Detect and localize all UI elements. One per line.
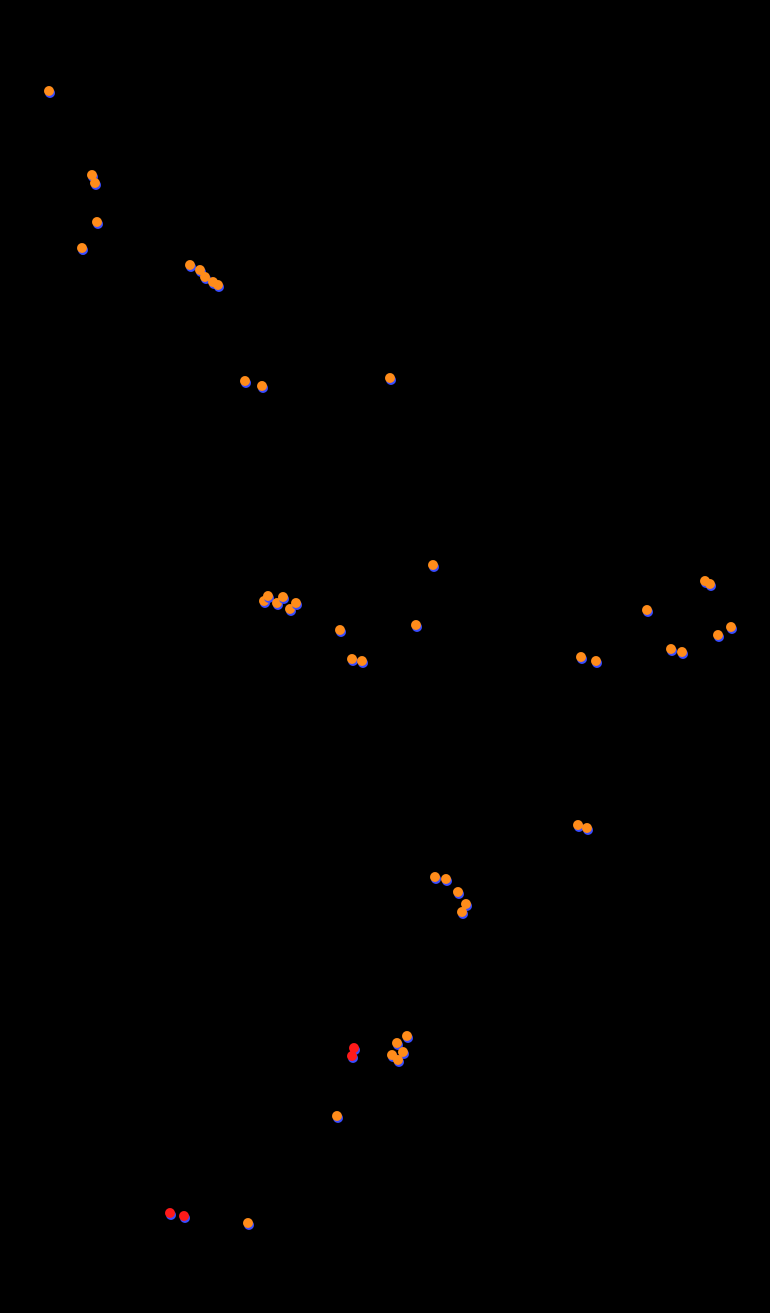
marker-overlay bbox=[291, 598, 301, 608]
marker-overlay bbox=[185, 260, 195, 270]
marker-overlay bbox=[278, 592, 288, 602]
marker-overlay bbox=[428, 560, 438, 570]
marker-overlay bbox=[385, 373, 395, 383]
marker-overlay bbox=[726, 622, 736, 632]
marker-overlay bbox=[591, 656, 601, 666]
marker-overlay bbox=[582, 823, 592, 833]
marker-overlay bbox=[677, 647, 687, 657]
scatter-plot bbox=[0, 0, 770, 1313]
marker-overlay bbox=[430, 872, 440, 882]
marker-overlay bbox=[457, 907, 467, 917]
marker-overlay bbox=[332, 1111, 342, 1121]
marker-overlay bbox=[240, 376, 250, 386]
marker-overlay bbox=[713, 630, 723, 640]
marker-overlay bbox=[393, 1055, 403, 1065]
marker-overlay bbox=[441, 874, 451, 884]
marker-overlay bbox=[576, 652, 586, 662]
marker-overlay bbox=[642, 605, 652, 615]
marker-overlay bbox=[666, 644, 676, 654]
marker-overlay bbox=[402, 1031, 412, 1041]
marker-overlay bbox=[347, 1051, 357, 1061]
marker-overlay bbox=[77, 243, 87, 253]
marker-overlay bbox=[411, 620, 421, 630]
marker-overlay bbox=[213, 280, 223, 290]
marker-overlay bbox=[347, 654, 357, 664]
marker-overlay bbox=[453, 887, 463, 897]
marker-overlay bbox=[243, 1218, 253, 1228]
marker-overlay bbox=[335, 625, 345, 635]
marker-overlay bbox=[263, 591, 273, 601]
marker-overlay bbox=[179, 1211, 189, 1221]
marker-overlay bbox=[257, 381, 267, 391]
marker-overlay bbox=[90, 178, 100, 188]
marker-overlay bbox=[165, 1208, 175, 1218]
marker-overlay bbox=[92, 217, 102, 227]
marker-overlay bbox=[705, 579, 715, 589]
marker-overlay bbox=[357, 656, 367, 666]
marker-overlay bbox=[44, 86, 54, 96]
